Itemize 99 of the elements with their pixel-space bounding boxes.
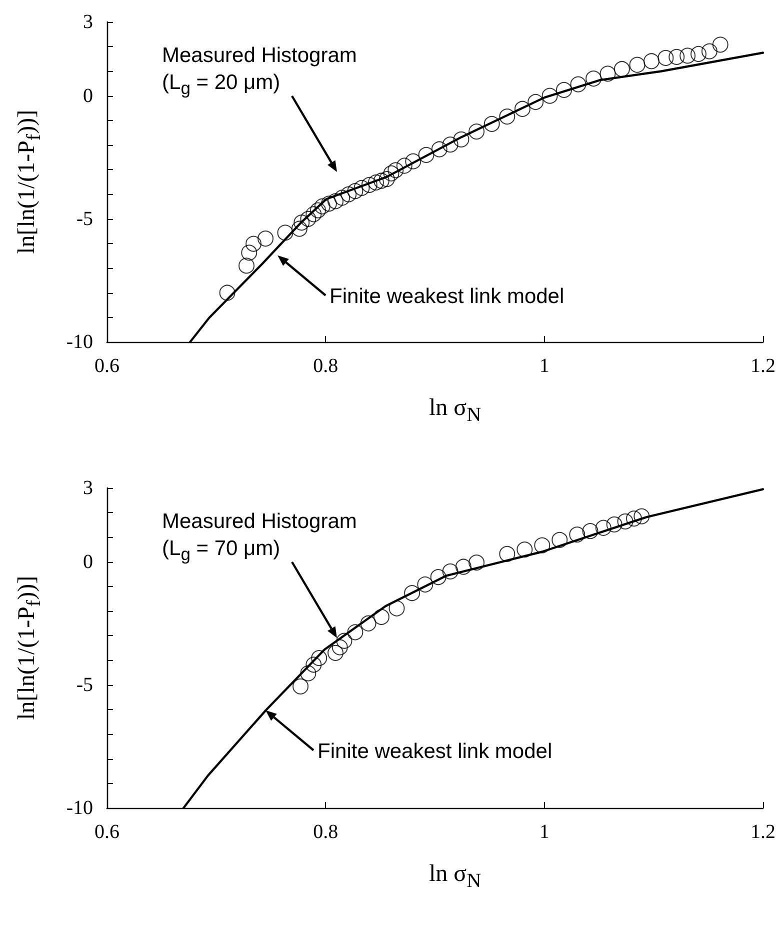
point xyxy=(328,644,344,661)
point xyxy=(643,53,660,70)
point xyxy=(306,656,322,673)
point xyxy=(701,43,718,60)
y-tick-label: -10 xyxy=(66,331,93,353)
point xyxy=(300,665,316,682)
point xyxy=(328,193,344,210)
point xyxy=(668,48,685,65)
point xyxy=(360,615,376,632)
point xyxy=(277,224,294,241)
x-tick-label: 1.2 xyxy=(750,355,776,377)
point xyxy=(241,244,258,261)
point xyxy=(361,176,378,193)
x-tick-label: 0.6 xyxy=(94,355,120,377)
point xyxy=(556,82,572,98)
point xyxy=(294,214,310,231)
point xyxy=(373,172,390,189)
point xyxy=(418,146,434,163)
x-axis-title: ln σ$_{N}$ xyxy=(429,395,482,427)
point xyxy=(388,600,405,616)
point xyxy=(291,220,308,237)
point xyxy=(368,174,384,190)
y-tick-label: 0 xyxy=(83,84,93,107)
point xyxy=(246,236,262,252)
point xyxy=(516,542,533,558)
point xyxy=(600,66,616,82)
point xyxy=(634,508,650,524)
annotation: Finite weakest link model xyxy=(318,739,552,766)
point xyxy=(405,153,422,170)
point xyxy=(528,94,544,110)
point xyxy=(534,537,550,554)
y-tick-label: -10 xyxy=(66,797,93,819)
point xyxy=(442,563,458,580)
point xyxy=(484,116,500,132)
x-tick-label: 1 xyxy=(539,821,550,843)
point xyxy=(431,141,448,158)
point xyxy=(582,523,598,540)
point xyxy=(468,554,485,571)
point xyxy=(468,124,485,140)
y-tick-label: 0 xyxy=(83,550,93,573)
point xyxy=(417,576,434,592)
x-tick-label: 0.8 xyxy=(313,821,338,843)
point xyxy=(453,131,470,148)
point xyxy=(442,136,458,153)
point xyxy=(712,36,728,53)
point xyxy=(404,585,420,602)
point xyxy=(292,678,309,694)
point xyxy=(311,650,328,666)
point xyxy=(514,100,530,117)
point xyxy=(570,76,586,92)
point xyxy=(629,56,646,73)
point xyxy=(626,510,642,527)
point xyxy=(430,569,446,586)
x-tick-label: 1 xyxy=(539,355,550,377)
point xyxy=(383,165,400,182)
x-tick-label: 0.6 xyxy=(94,821,120,843)
point xyxy=(617,513,634,530)
point xyxy=(378,171,395,188)
annotation: Measured Histogram (L$_{g}$ = 70 μm) xyxy=(162,509,357,566)
point xyxy=(499,108,516,125)
point xyxy=(658,50,674,66)
y-tick-label: 3 xyxy=(83,11,93,33)
point xyxy=(320,196,337,212)
point xyxy=(340,186,357,202)
y-tick-label: -5 xyxy=(76,674,93,696)
point xyxy=(499,546,516,562)
point xyxy=(347,624,364,640)
annotation: Measured Histogram (L$_{g}$ = 20 μm) xyxy=(162,43,357,100)
point xyxy=(388,162,404,178)
point xyxy=(606,516,622,532)
point xyxy=(690,46,706,62)
point xyxy=(552,532,568,548)
x-tick-label: 1.2 xyxy=(750,821,776,843)
point xyxy=(595,520,612,536)
point xyxy=(586,70,602,87)
point xyxy=(347,183,364,200)
point xyxy=(373,608,390,625)
y-tick-label: 3 xyxy=(83,477,93,499)
point xyxy=(332,639,348,656)
point xyxy=(258,230,274,247)
point xyxy=(396,158,412,174)
point xyxy=(569,526,586,543)
point xyxy=(354,180,370,196)
point xyxy=(310,202,326,218)
point xyxy=(314,198,330,214)
point xyxy=(680,48,696,64)
annotation: Finite weakest link model xyxy=(330,284,564,310)
x-tick-label: 0.8 xyxy=(313,355,338,377)
x-axis-title: ln σ$_{N}$ xyxy=(429,861,482,893)
point xyxy=(614,61,630,78)
point xyxy=(306,206,322,222)
point xyxy=(219,284,236,301)
point xyxy=(300,210,316,227)
point xyxy=(542,88,558,104)
point xyxy=(455,558,472,575)
y-tick-label: -5 xyxy=(76,208,93,230)
point xyxy=(238,258,255,274)
point xyxy=(334,190,350,206)
point xyxy=(336,632,352,649)
